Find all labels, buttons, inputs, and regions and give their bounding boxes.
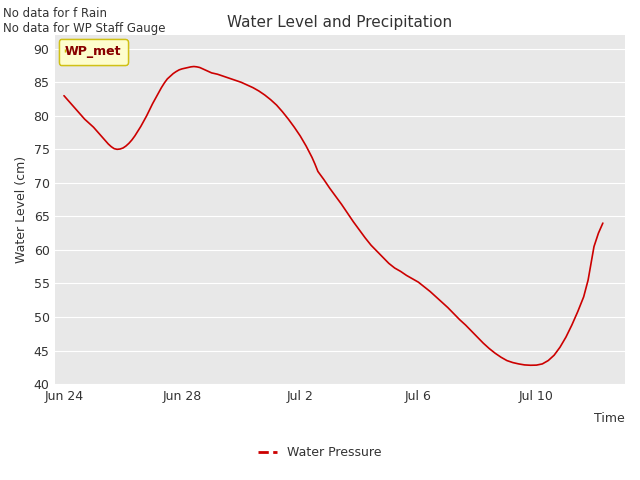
Text: No data for f Rain: No data for f Rain xyxy=(3,7,108,20)
Text: No data for WP Staff Gauge: No data for WP Staff Gauge xyxy=(3,22,166,35)
Legend: Water Pressure: Water Pressure xyxy=(253,441,387,464)
Text: Time: Time xyxy=(595,412,625,425)
Y-axis label: Water Level (cm): Water Level (cm) xyxy=(15,156,28,263)
Title: Water Level and Precipitation: Water Level and Precipitation xyxy=(227,15,452,30)
Legend: WP_met: WP_met xyxy=(59,39,128,65)
